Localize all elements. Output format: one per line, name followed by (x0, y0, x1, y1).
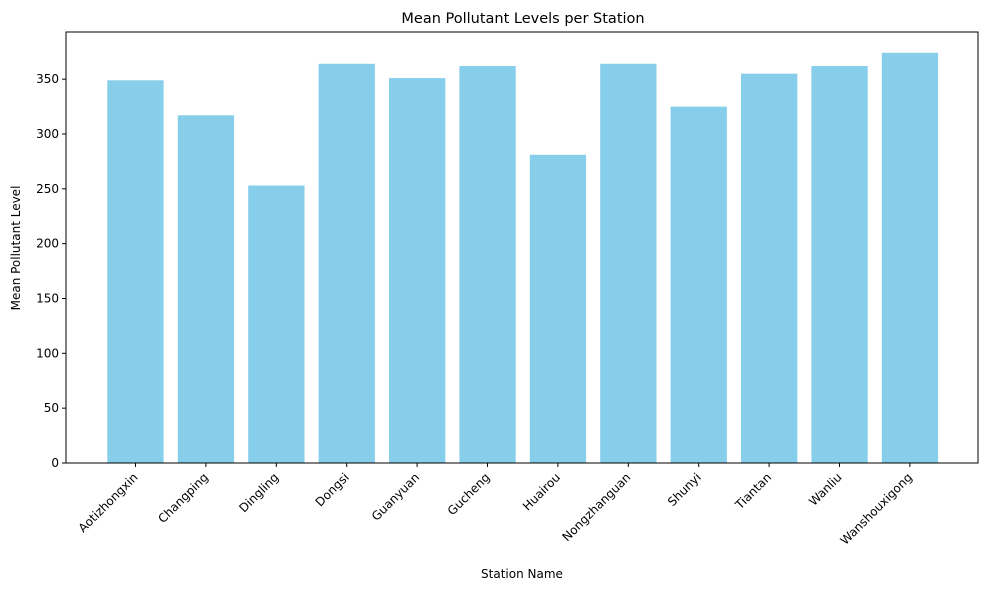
bar (811, 66, 868, 463)
bar (248, 185, 305, 463)
y-tick-label: 50 (44, 401, 59, 415)
bar (318, 63, 375, 464)
y-tick-label: 350 (36, 72, 59, 86)
bar (459, 66, 516, 463)
bar (741, 73, 798, 463)
bar (389, 78, 446, 463)
bar (529, 154, 587, 464)
bar (177, 115, 235, 464)
y-axis: 0 50 100 150 200 250 300 350 (36, 72, 66, 470)
bar-series (107, 52, 939, 464)
bar (670, 106, 727, 463)
y-axis-title: Mean Pollutant Level (9, 186, 23, 311)
chart-title: Mean Pollutant Levels per Station (401, 11, 644, 27)
y-tick-label: 200 (36, 237, 59, 251)
plot-frame (65, 31, 979, 464)
y-tick-label: 300 (36, 127, 59, 141)
y-tick-label: 100 (36, 346, 59, 360)
y-tick-label: 0 (51, 456, 59, 470)
y-tick-label: 250 (36, 182, 59, 196)
bar (881, 52, 939, 464)
x-axis-title: Station Name (481, 567, 563, 581)
bar (107, 80, 164, 464)
y-tick-label: 150 (36, 291, 59, 305)
bar (600, 63, 657, 464)
